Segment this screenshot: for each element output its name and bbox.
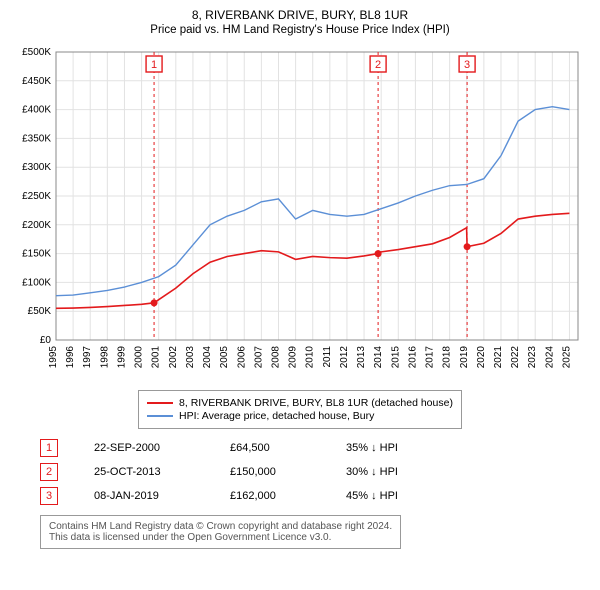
svg-text:£100K: £100K: [22, 277, 51, 288]
svg-text:2019: 2019: [459, 346, 470, 369]
legend-swatch: [147, 415, 173, 417]
svg-text:2004: 2004: [202, 346, 213, 369]
svg-text:1996: 1996: [65, 346, 76, 369]
svg-text:1: 1: [151, 59, 157, 71]
svg-text:£150K: £150K: [22, 249, 51, 260]
svg-text:2014: 2014: [373, 346, 384, 369]
legend-item: HPI: Average price, detached house, Bury: [147, 410, 453, 422]
svg-text:£250K: £250K: [22, 191, 51, 202]
svg-text:£300K: £300K: [22, 162, 51, 173]
transaction-diff: 45% ↓ HPI: [346, 490, 398, 502]
svg-text:£350K: £350K: [22, 133, 51, 144]
chart-plot: £0 £50K £100K £150K £200K £250K £300K £350K £400…: [10, 44, 590, 384]
transaction-date: 08-JAN-2019: [94, 490, 194, 502]
svg-text:2018: 2018: [442, 346, 453, 369]
transaction-badge: 1: [40, 439, 58, 457]
transaction-diff: 30% ↓ HPI: [346, 466, 398, 478]
svg-text:£200K: £200K: [22, 220, 51, 231]
svg-text:2021: 2021: [493, 346, 504, 369]
svg-text:2003: 2003: [185, 346, 196, 369]
chart-subtitle: Price paid vs. HM Land Registry's House …: [10, 24, 590, 36]
legend-item: 8, RIVERBANK DRIVE, BURY, BL8 1UR (detac…: [147, 397, 453, 409]
transaction-row: 2 25-OCT-2013 £150,000 30% ↓ HPI: [40, 463, 590, 481]
svg-text:1995: 1995: [48, 346, 59, 369]
legend-swatch: [147, 402, 173, 404]
svg-text:2023: 2023: [527, 346, 538, 369]
svg-text:2006: 2006: [236, 346, 247, 369]
svg-text:£0: £0: [40, 335, 52, 346]
svg-text:2025: 2025: [561, 346, 572, 369]
license-line-2: This data is licensed under the Open Gov…: [49, 532, 392, 543]
svg-text:2011: 2011: [322, 346, 333, 368]
svg-text:1997: 1997: [82, 346, 93, 369]
svg-text:2009: 2009: [288, 346, 299, 369]
legend-label: HPI: Average price, detached house, Bury: [179, 410, 374, 422]
transaction-date: 22-SEP-2000: [94, 442, 194, 454]
svg-text:2007: 2007: [253, 346, 264, 369]
svg-text:2015: 2015: [390, 346, 401, 369]
svg-text:1998: 1998: [99, 346, 110, 369]
svg-text:2012: 2012: [339, 346, 350, 369]
svg-text:£50K: £50K: [28, 306, 52, 317]
svg-text:2024: 2024: [544, 346, 555, 369]
license-line-1: Contains HM Land Registry data © Crown c…: [49, 521, 392, 532]
svg-text:2008: 2008: [270, 346, 281, 369]
svg-text:2020: 2020: [476, 346, 487, 369]
svg-text:1999: 1999: [116, 346, 127, 369]
svg-text:2022: 2022: [510, 346, 521, 369]
transaction-row: 1 22-SEP-2000 £64,500 35% ↓ HPI: [40, 439, 590, 457]
transaction-row: 3 08-JAN-2019 £162,000 45% ↓ HPI: [40, 487, 590, 505]
svg-text:2013: 2013: [356, 346, 367, 369]
svg-text:2002: 2002: [168, 346, 179, 369]
chart-title: 8, RIVERBANK DRIVE, BURY, BL8 1UR: [10, 8, 590, 22]
svg-text:2: 2: [375, 59, 381, 71]
svg-text:£500K: £500K: [22, 47, 51, 58]
svg-text:2001: 2001: [151, 346, 162, 369]
transaction-price: £162,000: [230, 490, 310, 502]
transaction-badge: 3: [40, 487, 58, 505]
svg-text:2016: 2016: [407, 346, 418, 369]
chart-container: 8, RIVERBANK DRIVE, BURY, BL8 1UR Price …: [0, 0, 600, 590]
svg-text:£450K: £450K: [22, 76, 51, 87]
transaction-price: £150,000: [230, 466, 310, 478]
svg-text:£400K: £400K: [22, 105, 51, 116]
legend-label: 8, RIVERBANK DRIVE, BURY, BL8 1UR (detac…: [179, 397, 453, 409]
transaction-date: 25-OCT-2013: [94, 466, 194, 478]
transaction-diff: 35% ↓ HPI: [346, 442, 398, 454]
svg-text:2017: 2017: [425, 346, 436, 369]
svg-text:2005: 2005: [219, 346, 230, 369]
transaction-badge: 2: [40, 463, 58, 481]
legend: 8, RIVERBANK DRIVE, BURY, BL8 1UR (detac…: [138, 390, 462, 429]
transactions-table: 1 22-SEP-2000 £64,500 35% ↓ HPI 2 25-OCT-2013…: [40, 439, 590, 505]
license-box: Contains HM Land Registry data © Crown c…: [40, 515, 401, 549]
svg-text:2000: 2000: [134, 346, 145, 369]
transaction-price: £64,500: [230, 442, 310, 454]
svg-text:2010: 2010: [305, 346, 316, 369]
svg-text:3: 3: [464, 59, 470, 71]
